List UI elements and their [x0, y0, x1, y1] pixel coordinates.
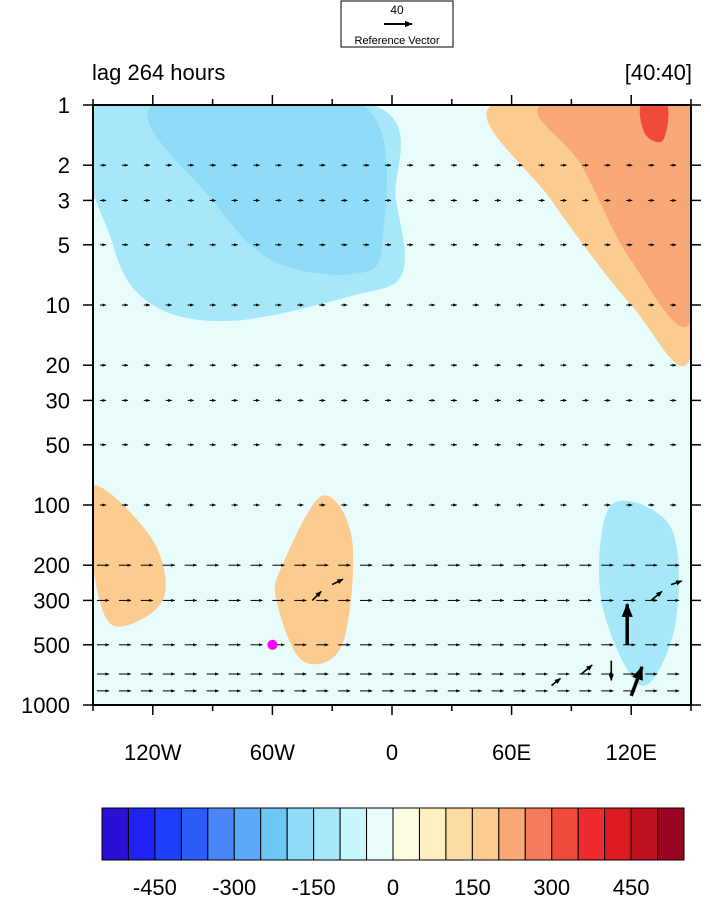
x-tick-label: 120E — [606, 740, 657, 765]
colorbar-label: 0 — [387, 875, 399, 898]
colorbar-swatch — [286, 807, 315, 861]
colorbar-swatch — [471, 807, 500, 861]
colorbar-swatch — [101, 807, 129, 861]
reference-vector-value: 40 — [390, 3, 404, 17]
y-tick-label: 100 — [33, 493, 70, 518]
contour-region-5 — [599, 500, 679, 686]
subtitle-right: [40:40] — [625, 60, 692, 85]
colorbar: -450 -300 -150 0 150 300 450 — [101, 807, 685, 900]
colorbar-swatch — [551, 807, 579, 861]
y-tick-label: 20 — [46, 353, 70, 378]
y-tick-label: 3 — [58, 188, 70, 213]
contour-region-7 — [93, 485, 166, 627]
wind-vector-strong — [650, 590, 663, 602]
contour-region-3 — [537, 105, 691, 328]
contour-region-6 — [274, 495, 354, 665]
colorbar-swatch — [418, 807, 447, 861]
colorbar-swatch — [577, 807, 606, 861]
colorbar-swatch — [524, 807, 553, 861]
colorbar-swatch — [233, 807, 262, 861]
colorbar-swatch — [366, 807, 394, 861]
colorbar-swatch — [260, 807, 288, 861]
wind-vector-strong — [331, 578, 344, 586]
colorbar-swatch — [498, 807, 526, 861]
colorbar-swatch — [207, 807, 235, 861]
y-axis: 1 2 3 5 10 20 30 50 100 200 300 500 1000 — [21, 93, 701, 718]
x-tick-label: 0 — [386, 740, 398, 765]
wind-vectors — [96, 163, 683, 697]
location-marker — [267, 639, 278, 650]
wind-vector-strong — [629, 665, 644, 697]
y-tick-label: 1 — [58, 93, 70, 118]
colorbar-swatch — [339, 807, 368, 861]
colorbar-swatch — [180, 807, 209, 861]
wind-vector-strong — [580, 664, 593, 675]
colorbar-label: 450 — [613, 875, 650, 898]
x-axis: 120W 60W 0 60E 120E — [92, 95, 692, 765]
y-tick-label: 10 — [46, 293, 70, 318]
colorbar-swatch — [604, 807, 632, 861]
y-tick-label: 1000 — [21, 693, 70, 718]
reference-vector-box: 40 Reference Vector — [340, 0, 454, 48]
colorbar-label: -450 — [133, 875, 177, 898]
colorbar-label: -150 — [292, 875, 336, 898]
colorbar-swatch — [657, 807, 685, 861]
contour-region-1 — [147, 105, 388, 275]
colorbar-swatch — [154, 807, 182, 861]
y-tick-label: 50 — [46, 433, 70, 458]
colorbar-swatch — [392, 807, 420, 861]
contour-region-4 — [639, 105, 669, 143]
colorbar-swatch — [445, 807, 473, 861]
y-tick-label: 500 — [33, 633, 70, 658]
colorbar-swatch — [630, 807, 659, 861]
wind-vector-strong — [550, 677, 561, 687]
y-tick-label: 200 — [33, 553, 70, 578]
colorbar-swatch — [313, 807, 341, 861]
plot-area — [93, 105, 691, 705]
reference-vector-label: Reference Vector — [355, 35, 440, 47]
colorbar-label: -300 — [212, 875, 256, 898]
y-tick-label: 30 — [46, 388, 70, 413]
wind-vector-strong — [670, 580, 683, 586]
subtitle-left: lag 264 hours — [92, 60, 225, 85]
y-tick-label: 5 — [58, 233, 70, 258]
y-tick-label: 300 — [33, 588, 70, 613]
colorbar-label: 150 — [454, 875, 491, 898]
x-tick-label: 60E — [492, 740, 531, 765]
colorbar-label: 300 — [533, 875, 570, 898]
contour-fills — [93, 105, 691, 686]
wind-vector-strong — [311, 590, 322, 601]
y-tick-label: 2 — [58, 153, 70, 178]
x-tick-label: 120W — [124, 740, 182, 765]
colorbar-swatch — [127, 807, 156, 861]
x-tick-label: 60W — [250, 740, 295, 765]
